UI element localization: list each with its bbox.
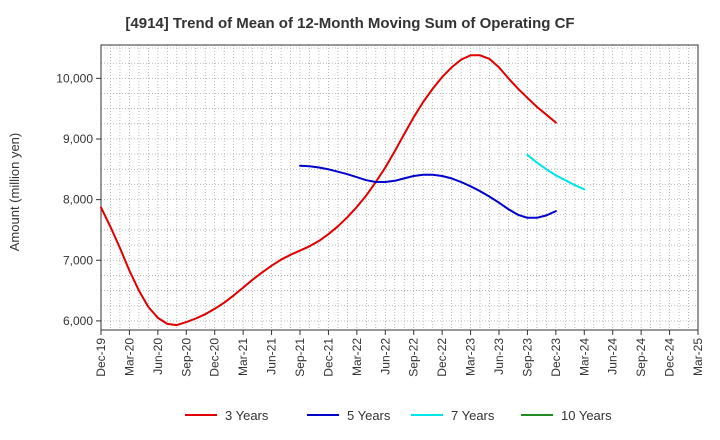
legend-label-7-years: 7 Years (451, 408, 495, 423)
plot-area-border (100, 44, 699, 331)
legend-label-3-years: 3 Years (225, 408, 269, 423)
grid-lines (101, 45, 698, 330)
x-tick-label: Sep-24 (634, 338, 648, 377)
x-tick-label: Jun-22 (378, 338, 392, 375)
x-tick-label: Dec-22 (435, 338, 449, 377)
x-tick-label: Jun-23 (492, 338, 506, 375)
x-tick-label: Mar-25 (691, 338, 705, 376)
x-tick-label: Dec-24 (663, 338, 677, 377)
x-tick-label: Dec-21 (321, 338, 335, 377)
x-tick-label: Mar-24 (577, 338, 591, 376)
y-tick-label: 9,000 (63, 132, 93, 146)
series-lines (100, 54, 586, 327)
x-tick-label: Sep-22 (407, 338, 421, 377)
x-tick-label: Jun-24 (606, 338, 620, 375)
chart-title: [4914] Trend of Mean of 12-Month Moving … (125, 15, 574, 32)
legend-label-10-years: 10 Years (561, 408, 612, 423)
x-tick-label: Mar-20 (122, 338, 136, 376)
x-tick-label: Sep-20 (179, 338, 193, 377)
x-tick-label: Jun-20 (151, 338, 165, 375)
y-tick-label: 7,000 (63, 253, 93, 267)
series-line-7-years (526, 153, 586, 191)
x-tick-label: Jun-21 (265, 338, 279, 375)
x-tick-label: Mar-22 (350, 338, 364, 376)
y-axis-label: Amount (million yen) (7, 133, 22, 252)
x-axis-ticks: Dec-19 Mar-20 Jun-20 Sep-20 Dec-20 Mar-21 Jun-… (94, 330, 705, 377)
y-tick-label: 6,000 (63, 314, 93, 328)
x-tick-label: Sep-23 (520, 338, 534, 377)
y-tick-label: 8,000 (63, 193, 93, 207)
x-tick-label: Dec-19 (94, 338, 108, 377)
x-tick-label: Dec-23 (549, 338, 563, 377)
x-tick-label: Mar-21 (236, 338, 250, 376)
x-tick-label: Sep-21 (293, 338, 307, 377)
y-tick-label: 10,000 (56, 71, 93, 85)
legend: 3 Years 5 Years 7 Years 10 Years (185, 408, 612, 423)
x-tick-label: Dec-20 (208, 338, 222, 377)
legend-label-5-years: 5 Years (347, 408, 391, 423)
series-line-5-years (299, 164, 557, 219)
series-line-3-years (100, 54, 557, 327)
x-tick-label: Mar-23 (464, 338, 478, 376)
y-axis-ticks: 6,000 7,000 8,000 9,000 10,000 (56, 71, 101, 328)
